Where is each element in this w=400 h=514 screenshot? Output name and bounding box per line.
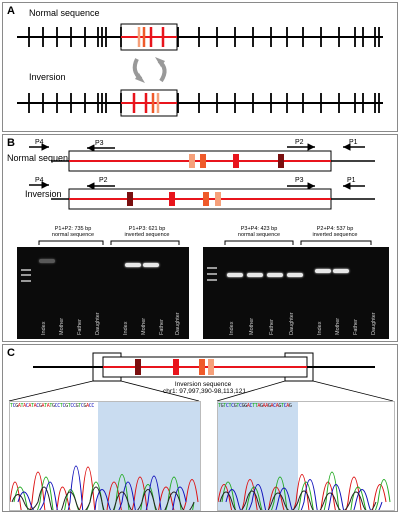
inversion-construct bbox=[29, 181, 375, 210]
inversion-title: Inversion bbox=[29, 72, 66, 82]
primer-label: P2 bbox=[295, 139, 304, 146]
panel-c-caption-line1: Inversion sequence bbox=[174, 381, 232, 388]
trace-left bbox=[10, 465, 199, 510]
lane-label: Daughter bbox=[175, 312, 181, 335]
sequence-bar-left: TCGATACATACGATATGCCTCGTCCGTCGACC bbox=[10, 403, 94, 409]
panel-c-label: C bbox=[7, 347, 15, 359]
panel-a: A Normal sequence Inversion bbox=[2, 2, 398, 132]
chromatogram-right: TGTCTCGTCGGACTTAGAAGACAGTCAG bbox=[217, 401, 395, 511]
gel-left-header2-line2: inverted sequence bbox=[124, 231, 170, 238]
primer-label: P1 bbox=[347, 177, 356, 184]
gel-band bbox=[227, 273, 243, 277]
primer-label: P4 bbox=[35, 177, 44, 184]
lane-label: Index bbox=[317, 321, 323, 335]
lane-label: Father bbox=[353, 319, 359, 335]
primer-label: P3 bbox=[95, 140, 104, 147]
lane-label: Mother bbox=[249, 317, 255, 335]
gel-right-header1-line2: normal sequence bbox=[237, 231, 281, 238]
gel-band bbox=[267, 273, 283, 277]
gel-left-header2: P1+P3: 621 bp inverted sequence bbox=[115, 226, 179, 238]
panel-c-caption: Inversion sequence chr1: 97,997,390-98,1… bbox=[163, 381, 247, 395]
panel-b-label: B bbox=[7, 137, 15, 149]
lane-label: Index bbox=[229, 321, 235, 335]
lane-label: Mother bbox=[59, 317, 65, 335]
lane-label: Father bbox=[159, 319, 165, 335]
trace-right bbox=[218, 471, 391, 510]
lane-label: Index bbox=[123, 321, 129, 335]
gel-band bbox=[247, 273, 263, 277]
b-inversion-title: Inversion bbox=[25, 189, 62, 199]
primer-label: P3 bbox=[295, 177, 304, 184]
lane-label: Father bbox=[269, 319, 275, 335]
b-normal-title: Normal sequence bbox=[7, 153, 78, 163]
normal-track bbox=[17, 23, 383, 51]
sequence-bar-right: TGTCTCGTCGGACTTAGAAGACAGTCAG bbox=[218, 403, 292, 409]
lane-label: Mother bbox=[141, 317, 147, 335]
primer-label: P2 bbox=[99, 177, 108, 184]
panel-a-label: A bbox=[7, 5, 15, 17]
gel-image-left: Index Mother Father Daughter Index Mothe… bbox=[17, 247, 189, 339]
normal-sequence-title: Normal sequence bbox=[29, 8, 100, 18]
normal-construct bbox=[29, 143, 375, 172]
panel-a-diagram bbox=[17, 23, 383, 117]
gel-right-header1-line1: P3+P4: 423 bp bbox=[240, 226, 278, 232]
gel-band bbox=[39, 259, 55, 263]
primer-label: P1 bbox=[349, 139, 358, 146]
panel-c-caption-line2: chr1: 97,997,390-98,113,121 bbox=[163, 387, 247, 395]
gel-band bbox=[315, 269, 331, 273]
lane-label: Father bbox=[77, 319, 83, 335]
panel-c-diagram bbox=[8, 352, 394, 402]
gel-header-brackets bbox=[38, 240, 372, 245]
primer-label: P4 bbox=[35, 139, 44, 146]
gel-right-header2-line1: P2+P4: 537 bp bbox=[316, 226, 354, 232]
lane-label: Daughter bbox=[371, 312, 377, 335]
lane-label: Daughter bbox=[289, 312, 295, 335]
gel-left-header1-line2: normal sequence bbox=[51, 231, 95, 238]
gel-left-header1: P1+P2: 735 bp normal sequence bbox=[43, 226, 103, 238]
gel-band bbox=[333, 269, 349, 273]
gel-right-header2-line2: inverted sequence bbox=[312, 231, 358, 238]
lane-label: Mother bbox=[335, 317, 341, 335]
panel-b-primer-diagram bbox=[29, 143, 375, 210]
lane-label: Index bbox=[41, 321, 47, 335]
inversion-track bbox=[17, 89, 383, 117]
gel-image-right: Index Mother Father Daughter Index Mothe… bbox=[203, 247, 389, 339]
gel-left-header2-line1: P1+P3: 621 bp bbox=[128, 226, 166, 232]
chromatogram-left: TCGATACATACGATATGCCTCGTCCGTCGACC bbox=[9, 401, 201, 511]
gel-band bbox=[125, 263, 141, 267]
gel-right-header2: P2+P4: 537 bp inverted sequence bbox=[303, 226, 367, 238]
gel-right-header1: P3+P4: 423 bp normal sequence bbox=[229, 226, 289, 238]
gel-band bbox=[143, 263, 159, 267]
panel-b: B Normal sequence Inversion P4 P3 P2 P1 … bbox=[2, 134, 398, 342]
panel-c: C Inversion sequence chr1: 97,997,390-98… bbox=[2, 344, 398, 512]
lane-label: Daughter bbox=[95, 312, 101, 335]
gel-left-header1-line1: P1+P2: 735 bp bbox=[54, 226, 92, 232]
gel-band bbox=[287, 273, 303, 277]
